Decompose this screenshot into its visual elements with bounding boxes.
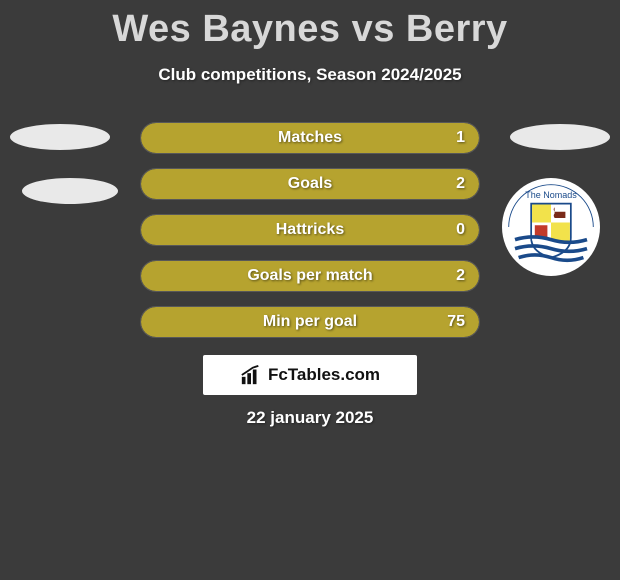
bar-value: 2 xyxy=(456,175,465,193)
stat-bar-goals-per-match: Goals per match 2 xyxy=(140,260,480,292)
player1-photo-placeholder xyxy=(10,124,110,150)
bar-label: Hattricks xyxy=(276,221,344,239)
bar-label: Matches xyxy=(278,129,342,147)
page-title: Wes Baynes vs Berry xyxy=(0,0,620,51)
chart-icon xyxy=(240,364,262,386)
stats-bars: Matches 1 Goals 2 Hattricks 0 Goals per … xyxy=(140,122,480,352)
bar-value: 1 xyxy=(456,129,465,147)
logo-text: FcTables.com xyxy=(268,365,380,385)
page-subtitle: Club competitions, Season 2024/2025 xyxy=(0,65,620,85)
bar-value: 75 xyxy=(447,313,465,331)
player2-club-crest: The Nomads xyxy=(502,178,600,276)
stat-bar-goals: Goals 2 xyxy=(140,168,480,200)
bar-label: Goals per match xyxy=(247,267,372,285)
bar-label: Goals xyxy=(288,175,332,193)
crest-icon: The Nomads xyxy=(506,182,596,272)
bar-value: 0 xyxy=(456,221,465,239)
stat-bar-matches: Matches 1 xyxy=(140,122,480,154)
bar-label: Min per goal xyxy=(263,313,357,331)
stat-bar-min-per-goal: Min per goal 75 xyxy=(140,306,480,338)
source-logo: FcTables.com xyxy=(203,355,417,395)
player1-club-placeholder xyxy=(22,178,118,204)
player2-photo-placeholder xyxy=(510,124,610,150)
stat-bar-hattricks: Hattricks 0 xyxy=(140,214,480,246)
report-date: 22 january 2025 xyxy=(0,408,620,428)
bar-value: 2 xyxy=(456,267,465,285)
svg-text:The Nomads: The Nomads xyxy=(525,190,577,200)
